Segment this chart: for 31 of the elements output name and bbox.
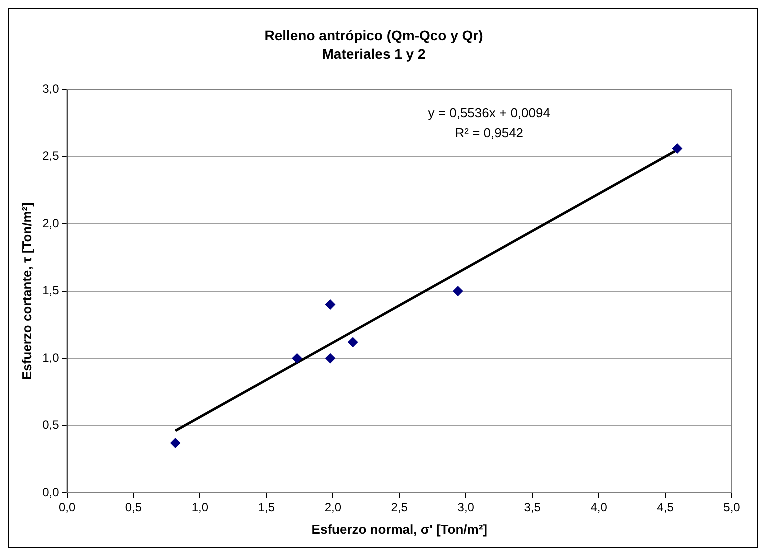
point	[326, 300, 336, 310]
point	[170, 438, 181, 448]
x-tick-label: 3,5	[524, 500, 542, 515]
y-tick-label: 1,5	[42, 284, 60, 298]
chart-title: Relleno antrópico (Qm-Qco y Qr)	[264, 27, 484, 44]
y-tick-label: 2,5	[42, 149, 60, 164]
point	[453, 286, 464, 296]
y-tick-label: 3,0	[42, 82, 60, 96]
y-tick-label: 1,0	[42, 350, 60, 365]
x-tick-label: 2,5	[391, 500, 408, 515]
point	[292, 354, 302, 364]
y-tick-label: 2,0	[42, 216, 60, 230]
x-tick-label: 1,0	[192, 500, 209, 515]
point	[672, 144, 682, 154]
x-tick-label: 1,5	[258, 500, 276, 515]
point	[326, 354, 336, 364]
x-tick-label: 5,0	[724, 500, 741, 515]
point	[348, 337, 358, 348]
x-tick-label: 0,0	[58, 500, 76, 515]
y-tick-label: 0,5	[42, 418, 60, 432]
chart-subtitle: Materiales 1 y 2	[322, 46, 426, 62]
x-tick-label: 4,5	[657, 500, 674, 515]
x-tick-label: 4,0	[590, 500, 608, 515]
y-tick-label: 0,0	[42, 485, 60, 500]
x-tick-label: 0,5	[125, 500, 142, 515]
x-tick-label: 2,0	[324, 500, 342, 515]
y-axis-title: Esfuerzo cortante, τ [Ton/m²]	[19, 202, 34, 380]
x-axis-title: Esfuerzo normal, σ' [Ton/m²]	[312, 522, 488, 537]
x-tick-label: 3,0	[458, 500, 475, 515]
annotation: R² = 0,9542	[455, 126, 524, 141]
annotation: y = 0,5536x + 0,0094	[428, 106, 550, 121]
